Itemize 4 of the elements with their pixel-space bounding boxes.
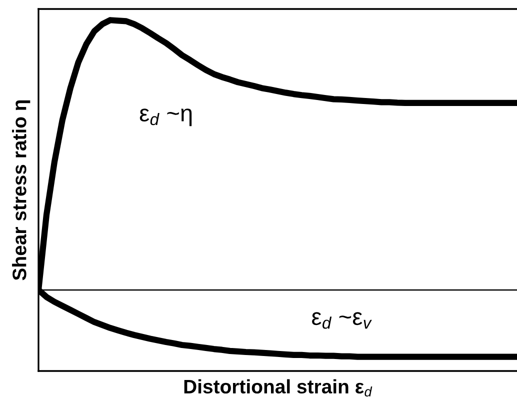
y-axis-title: Shear stress ratio η <box>12 100 30 280</box>
series-label: ε$_{d}$ ~ε$_{v}$ <box>312 312 372 329</box>
x-axis-title: Distortional strain ε$_{d}$ <box>184 379 372 397</box>
series-label: ε$_{d}$ ~η <box>140 108 192 126</box>
